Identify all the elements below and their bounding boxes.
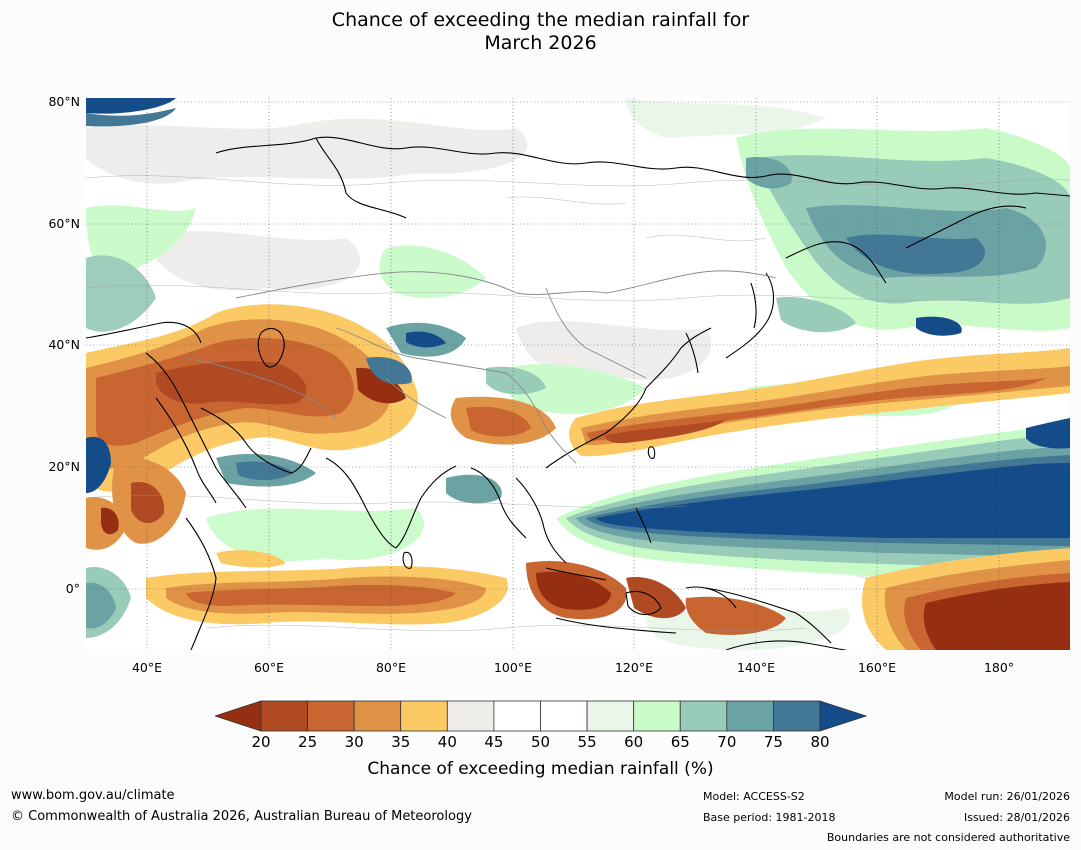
map-title: Chance of exceeding the median rainfall … <box>0 9 1081 55</box>
colorbar-tick-label: 45 <box>484 733 504 751</box>
map-graticule <box>86 98 1070 650</box>
colorbar-tick-label: 25 <box>298 733 318 751</box>
colorbar-segment <box>307 700 355 732</box>
footer-model: Model: ACCESS-S2 <box>703 790 805 803</box>
lat-label-equator: 0° <box>65 581 80 596</box>
colorbar-segment <box>586 700 635 732</box>
footer-model-run: Model run: 26/01/2026 <box>944 790 1070 803</box>
lon-label-60e: 60°E <box>253 660 285 675</box>
colorbar-tick-label: 65 <box>670 733 690 751</box>
footer-issued: Issued: 28/01/2026 <box>963 811 1070 824</box>
colorbar-tick-label: 80 <box>810 733 830 751</box>
colorbar-tick-label: 40 <box>437 733 457 751</box>
colorbar-label: Chance of exceeding median rainfall (%) <box>367 759 714 779</box>
colorbar-segment <box>446 700 495 732</box>
lat-label-20n: 20°N <box>48 459 80 474</box>
colorbar-tick-label: 30 <box>344 733 364 751</box>
map-field-northeast-wet <box>736 128 1070 336</box>
map-field-middle-east-dry <box>86 304 418 544</box>
colorbar-segment <box>400 700 448 732</box>
map-field-equatorial-dry <box>526 548 1070 650</box>
colorbar-segment <box>679 700 728 732</box>
map-canvas <box>86 98 1070 650</box>
title-line-2: March 2026 <box>484 32 597 54</box>
footer-copyright: © Commonwealth of Australia 2026, Austra… <box>11 809 472 824</box>
colorbar-segment <box>493 700 541 732</box>
footer-website[interactable]: www.bom.gov.au/climate <box>11 788 175 803</box>
colorbar-tick-label: 75 <box>763 733 783 751</box>
map-field-south-asia <box>216 322 556 504</box>
map-field-indian-ocean-dry <box>86 550 508 638</box>
colorbar-segment <box>540 700 588 732</box>
map-field-northwest-wet <box>86 98 176 127</box>
footer-boundaries-note: Boundaries are not considered authoritat… <box>826 831 1070 844</box>
lon-label-180: 180° <box>983 660 1015 675</box>
map-coastlines <box>86 136 1070 650</box>
colorbar-tick-label: 35 <box>391 733 411 751</box>
lon-label-80e: 80°E <box>375 660 407 675</box>
colorbar-tick-label: 60 <box>624 733 644 751</box>
colorbar-arrow-low <box>215 700 262 732</box>
lat-label-40n: 40°N <box>48 337 80 352</box>
lat-label-60n: 60°N <box>48 216 80 231</box>
colorbar-tick-label: 50 <box>530 733 551 751</box>
colorbar-tick-label: 55 <box>577 733 597 751</box>
rainfall-map <box>86 98 1070 650</box>
lon-label-100e: 100°E <box>493 660 532 675</box>
map-field-pacific-wet <box>556 418 1070 588</box>
colorbar-segment <box>773 700 821 732</box>
colorbar-arrow-high <box>819 700 867 732</box>
lon-label-140e: 140°E <box>736 660 775 675</box>
colorbar-segment <box>353 700 402 732</box>
colorbar-segment <box>260 700 308 732</box>
lon-label-40e: 40°E <box>131 660 163 675</box>
footer-base-period: Base period: 1981-2018 <box>703 811 836 824</box>
colorbar-tick-label: 70 <box>717 733 737 751</box>
colorbar-tick-label: 20 <box>251 733 271 751</box>
colorbar-segment <box>633 700 681 732</box>
colorbar-segment <box>726 700 774 732</box>
lat-label-80n: 80°N <box>48 94 80 109</box>
map-field-east-asia-dry <box>569 348 1070 457</box>
lon-label-120e: 120°E <box>614 660 653 675</box>
colorbar <box>215 700 867 732</box>
map-field-africa <box>86 436 126 550</box>
map-contours <box>86 175 1070 632</box>
title-line-1: Chance of exceeding the median rainfall … <box>331 9 750 31</box>
map-borders <box>185 270 777 464</box>
lon-label-160e: 160°E <box>857 660 896 675</box>
